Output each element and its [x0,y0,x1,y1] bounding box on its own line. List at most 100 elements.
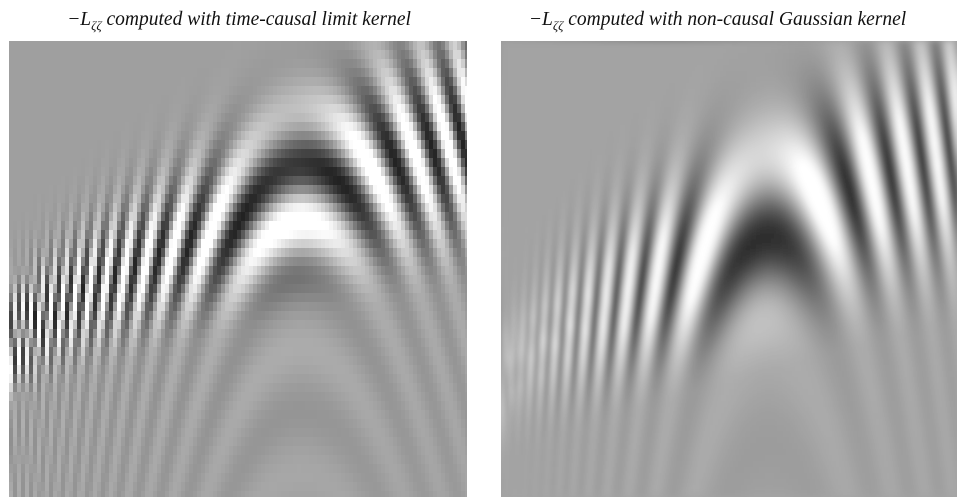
response-cell [69,248,73,257]
response-cell [181,149,185,158]
response-cell [213,122,217,131]
response-cell [261,257,265,266]
response-cell [393,86,397,95]
response-cell [257,320,261,329]
response-cell [125,464,129,473]
response-cell [253,95,257,104]
response-cell [105,392,109,401]
response-cell [241,419,245,428]
response-cell [265,77,269,86]
response-cell [341,455,345,464]
response-cell [217,140,221,149]
response-cell [297,446,301,455]
response-cell [269,203,273,212]
response-cell [397,140,401,149]
response-cell [129,302,133,311]
response-cell [109,473,113,482]
response-cell [329,104,333,113]
response-cell [325,338,329,347]
response-cell [245,203,249,212]
response-cell [133,176,137,185]
response-cell [245,131,249,140]
response-cell [341,122,345,131]
response-cell [281,302,285,311]
response-cell [85,419,89,428]
response-cell [381,50,385,59]
response-cell [205,176,209,185]
response-cell [137,185,141,194]
response-cell [325,221,329,230]
response-cell [229,284,233,293]
response-cell [397,428,401,437]
response-cell [305,320,309,329]
response-cell [97,302,101,311]
response-cell [393,59,397,68]
response-cell [189,464,193,473]
response-cell [257,293,261,302]
response-cell [253,428,257,437]
response-cell [353,428,357,437]
response-cell [285,446,289,455]
response-cell [189,41,193,50]
response-cell [49,212,53,221]
response-cell [77,113,81,122]
response-cell [233,266,237,275]
response-cell [201,194,205,203]
response-cell [353,113,357,122]
response-cell [65,455,69,464]
response-cell [181,365,185,374]
response-cell [341,239,345,248]
response-cell [281,194,285,203]
response-cell [113,473,117,482]
response-cell [177,410,181,419]
response-cell [37,347,41,356]
response-cell [105,365,109,374]
response-cell [17,86,21,95]
response-cell [189,113,193,122]
response-cell [393,95,397,104]
response-cell [57,77,61,86]
response-cell [37,401,41,410]
response-cell [165,149,169,158]
response-cell [165,257,169,266]
response-cell [285,410,289,419]
response-cell [193,248,197,257]
response-cell [57,104,61,113]
response-cell [317,464,321,473]
response-cell [229,113,233,122]
response-cell [345,410,349,419]
response-cell [193,194,197,203]
response-cell [77,185,81,194]
response-cell [225,77,229,86]
response-cell [41,239,45,248]
response-cell [205,392,209,401]
response-cell [393,446,397,455]
response-cell [389,50,393,59]
response-cell [133,383,137,392]
response-cell [113,455,117,464]
response-cell [301,158,305,167]
response-cell [389,383,393,392]
response-cell [25,329,29,338]
response-cell [13,41,17,50]
response-cell [17,149,21,158]
response-cell [257,59,261,68]
response-cell [17,275,21,284]
response-cell [9,365,13,374]
response-cell [61,50,65,59]
response-cell [73,347,77,356]
response-cell [241,248,245,257]
response-cell [65,293,69,302]
response-cell [389,302,393,311]
response-cell [21,275,25,284]
response-cell [153,194,157,203]
response-cell [69,428,73,437]
response-cell [161,77,165,86]
response-cell [85,311,89,320]
response-cell [205,86,209,95]
response-cell [277,131,281,140]
response-cell [369,158,373,167]
response-cell [365,356,369,365]
response-cell [97,455,101,464]
response-cell [373,482,377,491]
